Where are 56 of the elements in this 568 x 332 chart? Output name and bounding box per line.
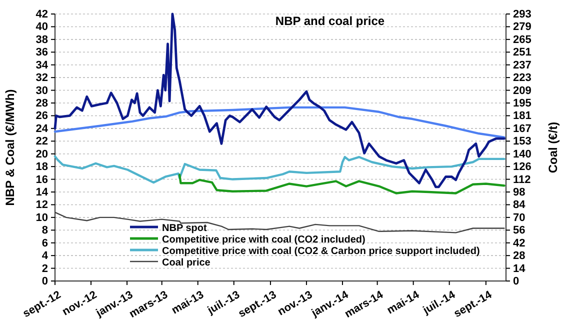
y-tick-label: 8 bbox=[42, 224, 48, 237]
y2-tick-label: 98 bbox=[513, 186, 526, 199]
y2-axis-title: Coal (€/t) bbox=[546, 122, 560, 174]
y2-tick-label: 167 bbox=[513, 122, 532, 135]
y-tick-label: 2 bbox=[42, 262, 48, 275]
y2-tick-label: 84 bbox=[513, 199, 526, 212]
y-tick-label: 26 bbox=[36, 110, 48, 122]
y-tick-label: 34 bbox=[36, 59, 49, 72]
y-tick-label: 38 bbox=[36, 34, 48, 46]
y-tick-label: 4 bbox=[42, 250, 49, 262]
y2-tick-label: 293 bbox=[513, 8, 532, 21]
legend-label: Coal price bbox=[162, 258, 211, 268]
line-series bbox=[54, 12, 506, 188]
y2-tick-label: 14 bbox=[513, 262, 526, 275]
y-axis-title: NBP & Coal (€/MWh) bbox=[3, 89, 17, 206]
y-tick-label: 24 bbox=[36, 122, 49, 135]
legend-label: Competitive price with coal (CO2 included) bbox=[162, 234, 366, 246]
y2-tick-label: 140 bbox=[513, 148, 532, 160]
y2-tick-label: 42 bbox=[513, 237, 526, 250]
y2-tick-label: 181 bbox=[513, 110, 532, 122]
y-tick-label: 20 bbox=[36, 148, 48, 160]
y-tick-label: 36 bbox=[36, 46, 48, 59]
y2-tick-label: 0 bbox=[513, 276, 520, 288]
y-tick-label: 42 bbox=[36, 8, 48, 21]
y-tick-label: 18 bbox=[36, 161, 48, 174]
y-tick-label: 14 bbox=[36, 186, 49, 199]
y2-tick-label: 237 bbox=[513, 59, 532, 72]
line-series bbox=[178, 174, 506, 194]
y2-tick-label: 279 bbox=[513, 21, 532, 34]
y2-tick-label: 265 bbox=[513, 34, 532, 46]
y2-tick-label: 28 bbox=[513, 250, 526, 262]
y2-tick-label: 153 bbox=[513, 136, 532, 148]
y-tick-label: 0 bbox=[42, 276, 48, 288]
y2-tick-label: 112 bbox=[513, 174, 531, 186]
y2-tick-label: 70 bbox=[513, 212, 526, 224]
line-series bbox=[54, 212, 505, 234]
y2-tick-label: 195 bbox=[513, 98, 532, 110]
y2-tick-label: 126 bbox=[513, 161, 532, 174]
y2-tick-label: 56 bbox=[513, 224, 526, 237]
y-tick-label: 28 bbox=[36, 98, 48, 110]
y-tick-label: 30 bbox=[36, 84, 48, 97]
line-series bbox=[54, 106, 506, 138]
legend-label: NBP spot bbox=[162, 223, 208, 234]
y2-tick-label: 251 bbox=[513, 46, 532, 59]
y-tick-label: 6 bbox=[42, 237, 48, 250]
y-tick-label: 12 bbox=[36, 199, 48, 212]
chart-title: NBP and coal price bbox=[275, 14, 385, 28]
y-tick-label: 40 bbox=[36, 21, 48, 34]
y-tick-label: 22 bbox=[36, 136, 48, 148]
y2-tick-label: 223 bbox=[513, 72, 532, 84]
legend-label: Competitive price with coal (CO2 & Carbon price support included) bbox=[162, 246, 480, 257]
y-tick-label: 32 bbox=[36, 72, 48, 84]
y2-tick-label: 209 bbox=[513, 84, 532, 97]
y-tick-label: 10 bbox=[36, 212, 48, 224]
y-tick-label: 16 bbox=[36, 174, 48, 186]
line-series bbox=[54, 155, 506, 184]
